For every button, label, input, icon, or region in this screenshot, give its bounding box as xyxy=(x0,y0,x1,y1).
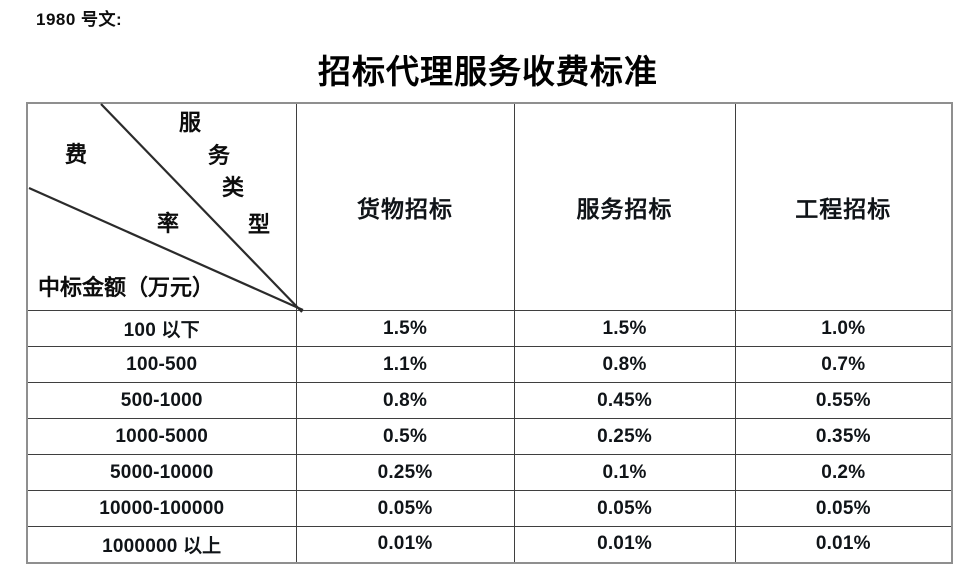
row-label: 1000000 以上 xyxy=(26,526,297,563)
value-cell: 0.7% xyxy=(734,346,953,383)
service-type-char-2: 务 xyxy=(207,143,231,168)
column-header-services: 服务招标 xyxy=(513,102,736,311)
table-row: 10000-100000 0.05% 0.05% 0.05% xyxy=(26,490,953,527)
value-cell: 0.01% xyxy=(513,526,736,563)
row-label: 100-500 xyxy=(26,346,297,383)
amount-axis-label: 中标金额（万元） xyxy=(38,275,215,300)
table-row: 1000-5000 0.5% 0.25% 0.35% xyxy=(26,418,953,455)
rate-char-1: 费 xyxy=(64,142,88,167)
table-row: 100-500 1.1% 0.8% 0.7% xyxy=(26,346,953,383)
column-header-goods: 货物招标 xyxy=(295,102,515,311)
page-title: 招标代理服务收费标准 xyxy=(318,55,658,91)
value-cell: 0.05% xyxy=(295,490,515,527)
value-cell: 1.0% xyxy=(734,310,953,347)
value-cell: 0.35% xyxy=(734,418,953,455)
value-cell: 0.01% xyxy=(295,526,515,563)
row-label: 1000-5000 xyxy=(26,418,297,455)
value-cell: 0.1% xyxy=(513,454,736,491)
value-cell: 0.25% xyxy=(295,454,515,491)
value-cell: 1.1% xyxy=(295,346,515,383)
table-row: 1000000 以上 0.01% 0.01% 0.01% xyxy=(26,526,953,563)
value-cell: 1.5% xyxy=(295,310,515,347)
service-type-char-4: 型 xyxy=(247,212,271,237)
value-cell: 0.05% xyxy=(513,490,736,527)
fee-table: 服 务 类 型 费 率 中标金额（万元） 货物招标 服务招标 工程招标 100 … xyxy=(26,102,953,564)
column-header-engineering: 工程招标 xyxy=(734,102,953,311)
rate-char-2: 率 xyxy=(156,211,180,236)
service-type-char-1: 服 xyxy=(178,110,202,135)
row-label: 500-1000 xyxy=(26,382,297,419)
value-cell: 0.25% xyxy=(513,418,736,455)
diagonal-header-cell: 服 务 类 型 费 率 中标金额（万元） xyxy=(26,102,304,313)
table-row: 5000-10000 0.25% 0.1% 0.2% xyxy=(26,454,953,491)
value-cell: 0.8% xyxy=(513,346,736,383)
table-row: 500-1000 0.8% 0.45% 0.55% xyxy=(26,382,953,419)
value-cell: 0.45% xyxy=(513,382,736,419)
value-cell: 0.01% xyxy=(734,526,953,563)
value-cell: 0.5% xyxy=(295,418,515,455)
header-row: 服 务 类 型 费 率 中标金额（万元） 货物招标 服务招标 工程招标 xyxy=(26,102,953,313)
row-label: 10000-100000 xyxy=(26,490,297,527)
value-cell: 0.55% xyxy=(734,382,953,419)
doc-number-label: 1980 号文: xyxy=(36,10,123,29)
value-cell: 0.8% xyxy=(295,382,515,419)
row-label: 5000-10000 xyxy=(26,454,297,491)
service-type-char-3: 类 xyxy=(221,175,245,200)
value-cell: 0.2% xyxy=(734,454,953,491)
table-row: 100 以下 1.5% 1.5% 1.0% xyxy=(26,310,953,347)
value-cell: 1.5% xyxy=(513,310,736,347)
row-label: 100 以下 xyxy=(26,310,297,347)
value-cell: 0.05% xyxy=(734,490,953,527)
diagonal-lines xyxy=(28,103,304,313)
